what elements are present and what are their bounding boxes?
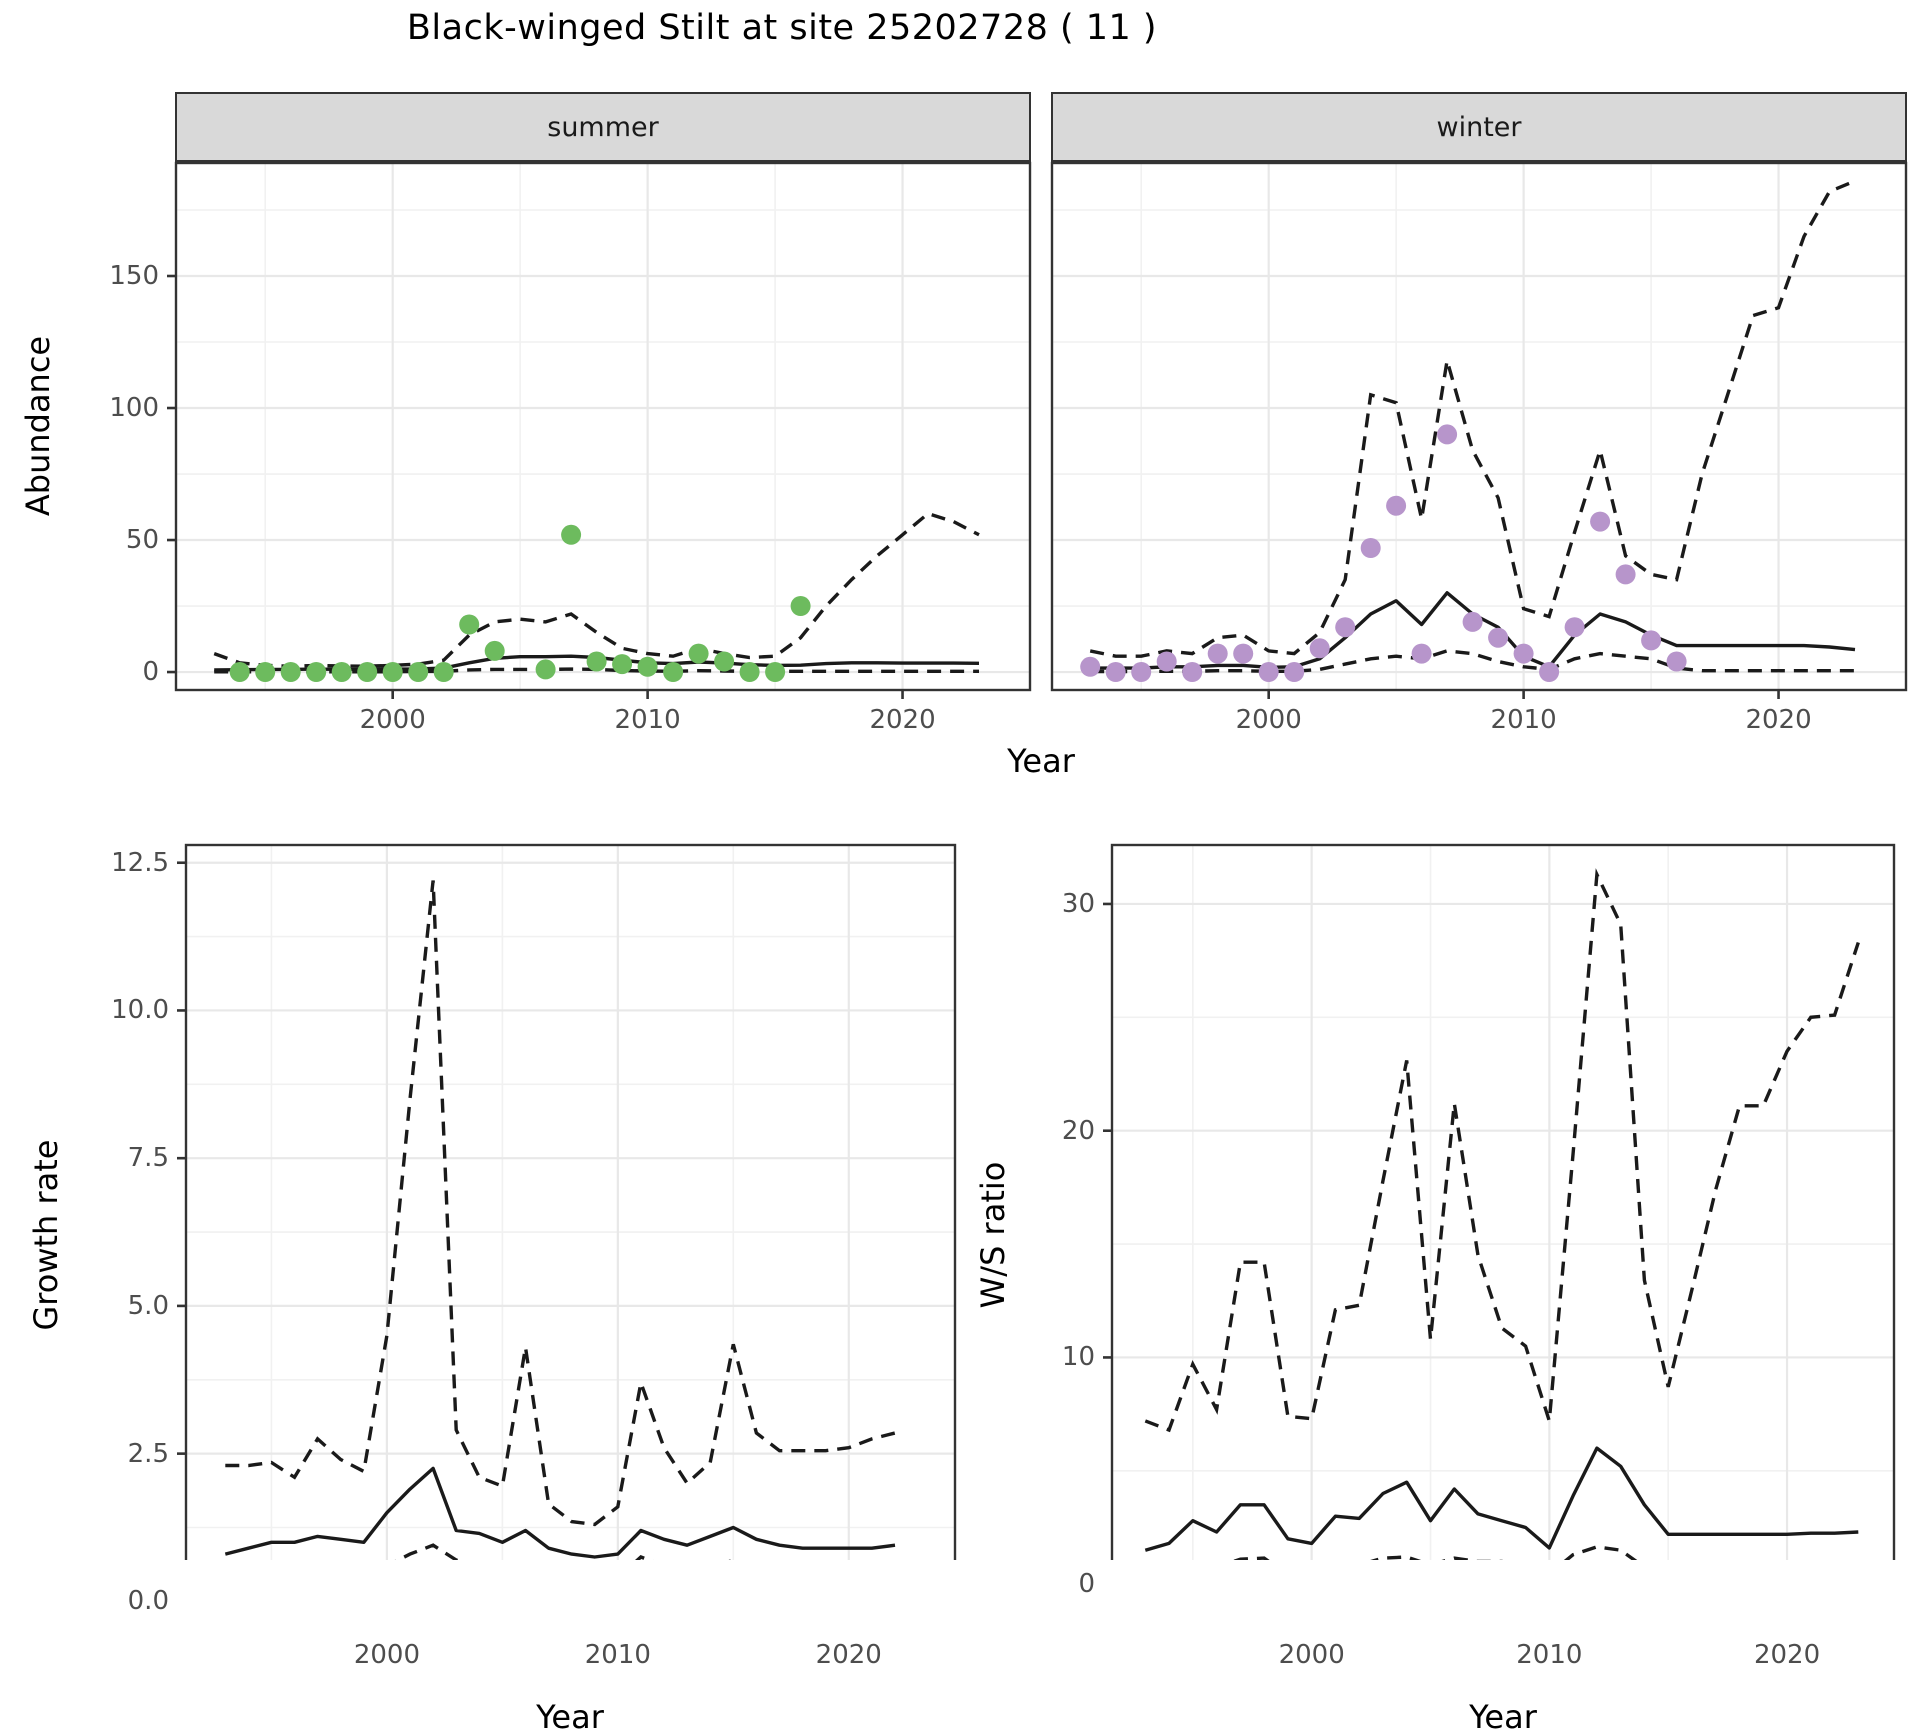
y-axis-title-growth-rate: Growth rate <box>27 1139 65 1331</box>
abundance-summer-data-point <box>382 662 403 682</box>
abundance-winter-data-point <box>1488 627 1509 648</box>
abundance-summer-data-point <box>688 643 709 664</box>
x-axis-title-year-top: Year <box>1007 742 1075 780</box>
abundance-winter-data-point <box>1182 662 1203 682</box>
tick-label: 2000 <box>359 705 426 735</box>
abundance-summer-data-point <box>637 656 658 677</box>
tick-label: 0 <box>142 657 159 688</box>
abundance-winter-data-point <box>1615 564 1636 585</box>
abundance-winter-data-point <box>1131 662 1152 682</box>
tick-label: 20 <box>1061 1115 1095 1146</box>
abundance-winter-data-point <box>1335 617 1356 638</box>
abundance-summer-data-point <box>408 662 429 682</box>
tick-label: 12.5 <box>111 847 169 878</box>
abundance-winter-data-point <box>1590 511 1611 532</box>
facet-strip-summer-label: summer <box>547 111 659 143</box>
abundance-summer-data-point <box>255 662 276 682</box>
abundance-summer-data-point <box>586 651 607 672</box>
abundance-winter-data-point <box>1233 643 1254 664</box>
abundance-summer-data-point <box>714 651 735 672</box>
tick-label: 2010 <box>1516 1640 1583 1670</box>
tick-label: 2010 <box>614 705 681 735</box>
abundance-winter-data-point <box>1309 638 1330 659</box>
facet-strip-winter: winter <box>1051 92 1907 163</box>
abundance-summer-data-point <box>306 662 327 682</box>
abundance-winter-data-point <box>1564 617 1585 638</box>
tick-label: 2020 <box>869 705 936 735</box>
abundance-summer-data-point <box>535 659 556 680</box>
abundance-winter-data-point <box>1666 651 1687 672</box>
x-axis-title-year-growth: Year <box>536 1698 604 1736</box>
tick-label: 50 <box>125 525 159 556</box>
tick-label: 2020 <box>1753 1640 1821 1670</box>
abundance-summer-data-point <box>739 662 760 682</box>
abundance-summer-data-point <box>484 640 505 661</box>
abundance-winter-data-point <box>1258 662 1279 682</box>
tick-label: 5.0 <box>127 1290 169 1321</box>
tick-label: 7.5 <box>127 1143 169 1174</box>
tick-label: 2.5 <box>127 1438 169 1469</box>
abundance-summer-data-point <box>357 662 378 682</box>
abundance-winter-data-point <box>1207 643 1228 664</box>
abundance-summer-data-point <box>663 662 684 682</box>
abundance-winter-data-point <box>1080 656 1101 677</box>
tick-label: 0.0 <box>127 1586 169 1617</box>
facet-strip-summer: summer <box>175 92 1031 163</box>
tick-label: 2000 <box>1235 705 1302 735</box>
abundance-summer-data-point <box>790 596 811 616</box>
abundance-winter-data-point <box>1105 662 1126 682</box>
tick-label: 2000 <box>1278 1640 1345 1670</box>
tick-label: 100 <box>109 393 159 424</box>
abundance-winter-data-point <box>1411 643 1432 664</box>
tick-label: 2020 <box>1745 705 1812 735</box>
tick-label: 2010 <box>1490 705 1557 735</box>
tick-label: 150 <box>109 261 159 291</box>
abundance-summer-data-point <box>459 614 480 635</box>
abundance-summer-data-point <box>280 662 301 682</box>
tick-label: 2010 <box>584 1640 651 1670</box>
abundance-summer-data-point <box>612 654 633 675</box>
abundance-winter-data-point <box>1284 662 1305 682</box>
tick-label: 0 <box>1078 1569 1095 1600</box>
abundance-summer-data-point <box>561 524 582 545</box>
abundance-winter-data-point <box>1386 495 1407 516</box>
facet-strip-winter-label: winter <box>1436 111 1522 143</box>
tick-label: 10.0 <box>111 995 169 1026</box>
tick-label: 2020 <box>815 1640 882 1670</box>
abundance-summer-data-point <box>331 662 352 682</box>
chart-title: Black-winged Stilt at site 25202728 ( 11… <box>406 8 1158 48</box>
abundance-winter-data-point <box>1539 662 1560 682</box>
abundance-summer-data-point <box>229 662 250 682</box>
plot-canvas <box>167 161 1908 1560</box>
y-axis-title-ws-ratio: W/S ratio <box>974 1161 1012 1309</box>
tick-label: 30 <box>1061 888 1095 919</box>
abundance-winter-data-point <box>1360 538 1381 558</box>
abundance-winter-data-point <box>1437 424 1458 445</box>
x-axis-title-year-ws: Year <box>1469 1698 1537 1736</box>
abundance-winter-data-point <box>1641 630 1662 651</box>
abundance-summer-data-point <box>765 662 786 682</box>
abundance-winter-data-point <box>1462 611 1483 632</box>
abundance-summer-data-point <box>433 662 454 682</box>
abundance-winter-data-point <box>1156 651 1177 672</box>
tick-label: 2000 <box>353 1640 420 1670</box>
tick-label: 10 <box>1061 1342 1095 1373</box>
abundance-winter-data-point <box>1513 643 1534 664</box>
